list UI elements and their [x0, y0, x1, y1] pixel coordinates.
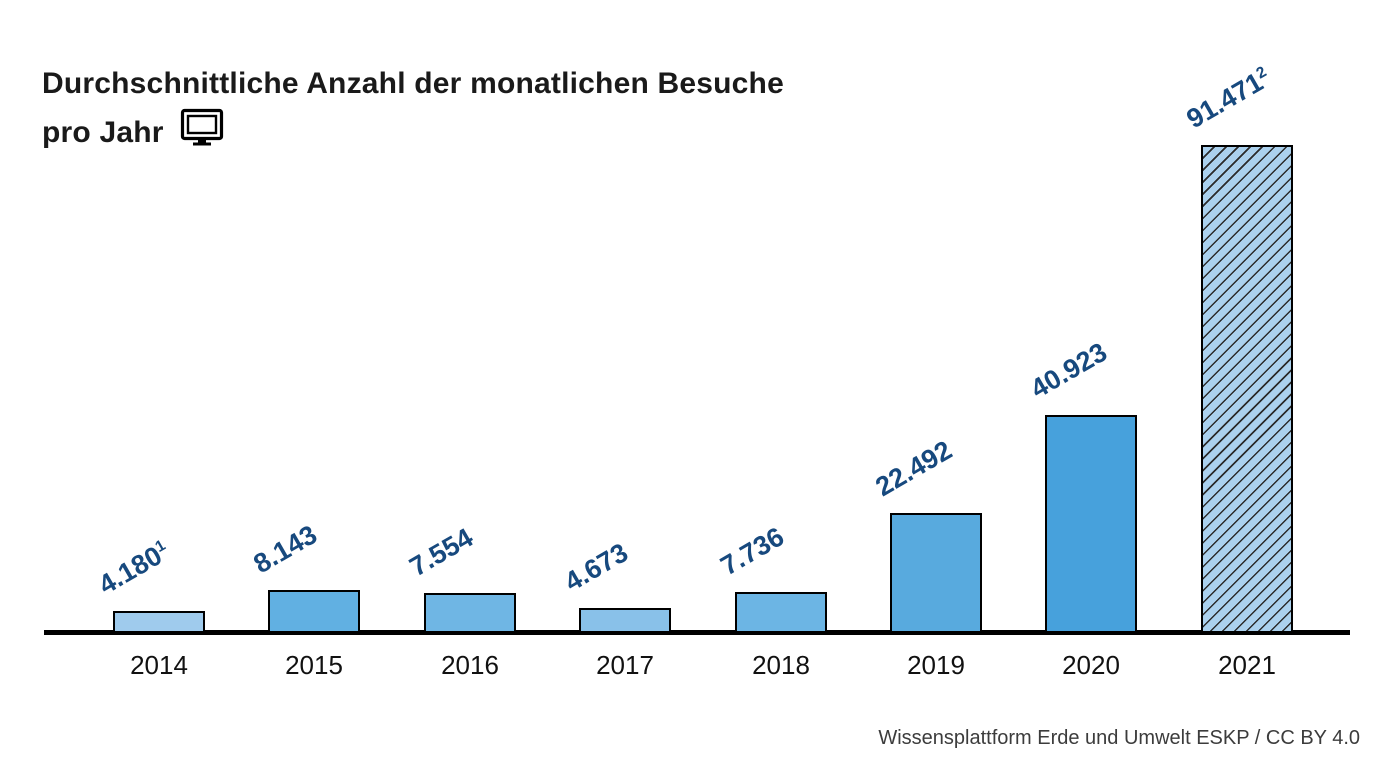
plot-area: 4.1801 2014 8.143 2015 7.554 2016 4.673 2017 7.7… — [44, 63, 1350, 680]
x-tick-label-2014: 2014 — [130, 650, 188, 680]
monitor-icon — [180, 108, 224, 159]
bar-2019 — [890, 513, 982, 633]
x-tick-label-2015: 2015 — [285, 650, 343, 680]
x-tick-label-2018: 2018 — [752, 650, 810, 680]
chart-title: Durchschnittliche Anzahl der monatlichen… — [42, 62, 784, 159]
bar-2020 — [1045, 415, 1137, 633]
bar-value-label-2019: 22.492 — [870, 434, 958, 503]
chart-title-line2: pro Jahr — [42, 115, 164, 149]
bar-2015 — [268, 590, 360, 633]
x-tick-label-2020: 2020 — [1062, 650, 1120, 680]
chart-title-line1: Durchschnittliche Anzahl der monatlichen… — [42, 67, 784, 100]
x-axis-line — [44, 630, 1350, 635]
bar-value-label-2014: 4.1801 — [93, 536, 169, 601]
bar-2018 — [735, 592, 827, 633]
x-tick-label-2016: 2016 — [441, 650, 499, 680]
bar-value-label-2015: 8.143 — [248, 519, 323, 580]
bar-value-label-2017: 4.673 — [559, 537, 634, 598]
x-tick-label-2019: 2019 — [907, 650, 965, 680]
bar-2014 — [113, 611, 205, 633]
bar-2021 — [1201, 145, 1293, 633]
bar-2017 — [579, 608, 671, 633]
x-tick-label-2017: 2017 — [596, 650, 654, 680]
bar-value-label-2021: 91.4712 — [1181, 63, 1270, 135]
bar-value-label-2020: 40.923 — [1025, 336, 1113, 405]
bar-value-label-2016: 7.554 — [404, 522, 479, 583]
bar-value-label-2018: 7.736 — [715, 521, 790, 582]
x-tick-label-2021: 2021 — [1218, 650, 1276, 680]
source-attribution: Wissensplattform Erde und Umwelt ESKP / … — [878, 727, 1360, 749]
bar-2016 — [424, 593, 516, 633]
